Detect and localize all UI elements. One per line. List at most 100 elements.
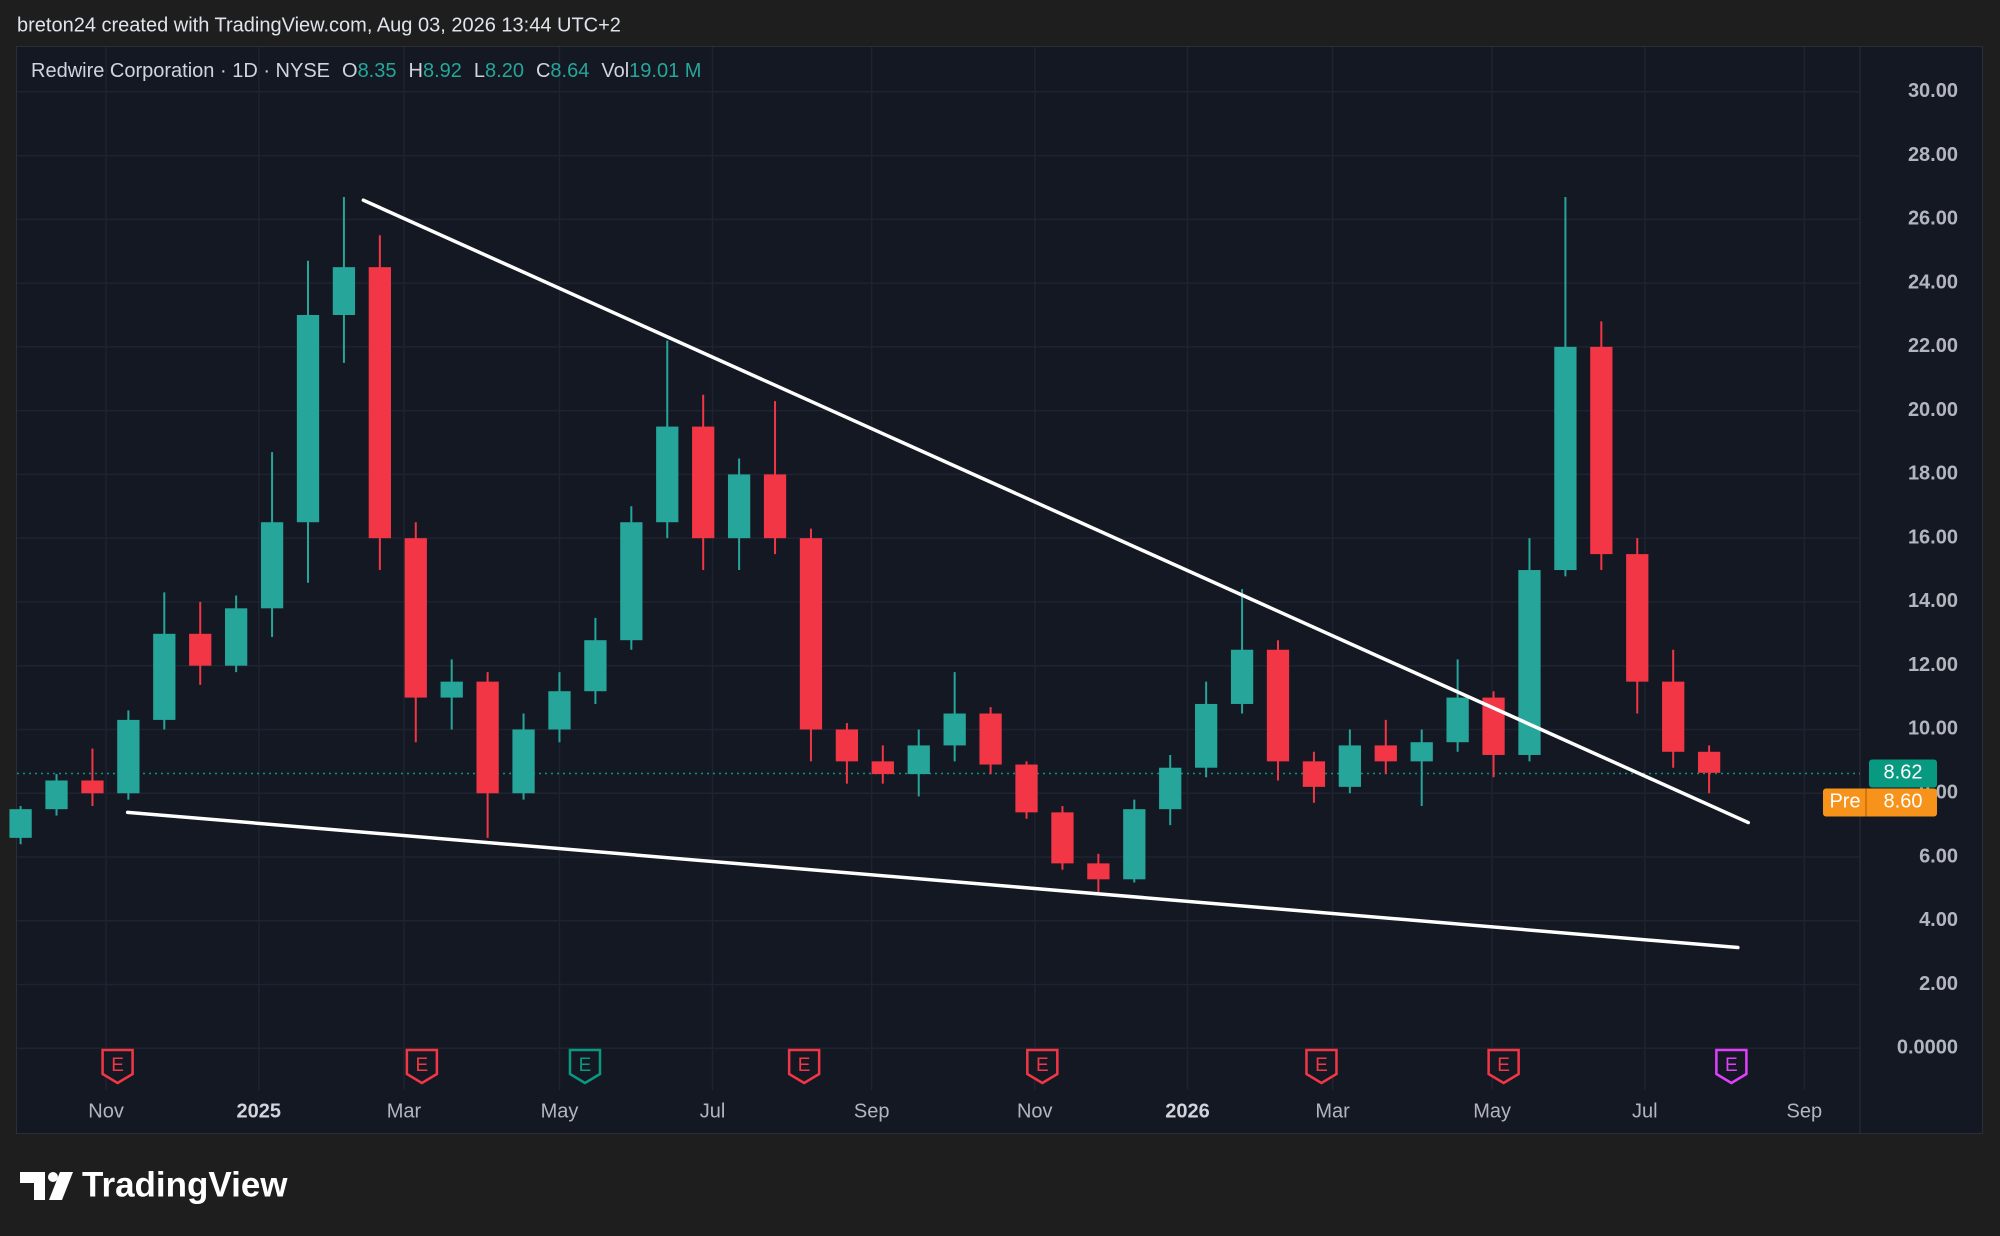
pre-price-box (1823, 788, 1937, 817)
earnings-marker (405, 1048, 439, 1085)
candle-body (225, 608, 248, 666)
candle-body (835, 729, 859, 762)
pre-price-label: 8.60 (1884, 791, 1923, 813)
y-tick-label: 16.00 (1908, 526, 1958, 548)
earnings-label: E (1725, 1055, 1738, 1076)
candle-body (548, 691, 571, 730)
y-tick-label: 26.00 (1908, 208, 1958, 230)
earnings-label: E (416, 1055, 429, 1076)
candle-body (1159, 767, 1182, 810)
y-tick-label: 0.0000 (1897, 1037, 1958, 1059)
earnings-marker (1715, 1048, 1748, 1085)
candle-body (512, 729, 535, 794)
y-tick-label: 22.00 (1908, 335, 1958, 357)
candle-body (1338, 745, 1361, 787)
logo-dot (48, 1172, 58, 1182)
earnings-label: E (798, 1055, 811, 1076)
chart-panel (16, 46, 1983, 1134)
earnings-label: E (1036, 1055, 1049, 1076)
earnings-marker (787, 1048, 821, 1085)
candle-body (1518, 570, 1541, 755)
candle-body (584, 640, 607, 692)
candle-body (1554, 346, 1577, 571)
symbol-header: Redwire Corporation · 1D · NYSE O8.35 H8.9… (31, 60, 701, 82)
y-tick-label: 4.00 (1919, 909, 1958, 931)
x-tick-label: May (541, 1100, 579, 1122)
grid (17, 47, 1860, 1090)
x-tick-label: Sep (854, 1100, 890, 1122)
candle-body (476, 681, 499, 794)
x-tick-label: Jul (1632, 1100, 1658, 1122)
candle-body (1015, 764, 1038, 813)
candle-body (1374, 745, 1397, 762)
x-tick-label: Nov (1017, 1100, 1053, 1122)
earnings-marker (1487, 1048, 1520, 1085)
candle-body (1446, 697, 1469, 743)
last-price-box (1869, 759, 1937, 788)
earnings-marker (1026, 1048, 1059, 1085)
pre-price-tag: Pre (1829, 791, 1860, 813)
candle-body (260, 522, 284, 609)
earnings-label: E (1315, 1055, 1328, 1076)
candle-body (1123, 809, 1146, 880)
candle-body (45, 780, 68, 810)
candle-body (9, 809, 32, 838)
x-tick-label: Mar (1315, 1100, 1350, 1122)
last-price-label: 8.62 (1884, 762, 1923, 784)
ohlc-key: O (342, 60, 358, 82)
earnings-marker (101, 1048, 134, 1085)
candle-body (620, 522, 643, 641)
candle-body (189, 633, 212, 666)
candle-body (332, 267, 356, 315)
x-tick-label: Sep (1787, 1100, 1823, 1122)
y-tick-label: 14.00 (1908, 590, 1958, 612)
candle-body (1266, 649, 1290, 762)
candle-body (907, 745, 930, 775)
brand-name: TradingView (82, 1165, 288, 1204)
y-tick-label: 20.00 (1908, 399, 1958, 421)
candle-body (692, 426, 715, 539)
candle-body (1590, 346, 1613, 555)
y-tick-label: 6.00 (1919, 845, 1958, 867)
candle-body (1051, 812, 1074, 864)
candle-body (1230, 649, 1254, 704)
candle-body (871, 761, 894, 775)
earnings-label: E (579, 1055, 592, 1076)
x-tick-label: 2026 (1165, 1100, 1210, 1122)
candle-body (1626, 554, 1649, 682)
candle-body (153, 633, 176, 720)
y-tick-label: 18.00 (1908, 463, 1958, 485)
candle-body (1697, 751, 1721, 773)
trendline (125, 810, 1740, 950)
ohlc-key: H (409, 60, 423, 82)
candle-body (1195, 703, 1218, 768)
y-tick-label: 10.00 (1908, 718, 1958, 740)
y-tick-label: 12.00 (1908, 654, 1958, 676)
candle-body (368, 267, 391, 539)
ohlc-value: 19.01 M (629, 60, 701, 82)
ohlc-value: 8.20 (485, 60, 524, 82)
ohlc-value: 8.64 (550, 60, 589, 82)
x-tick-label: 2025 (237, 1100, 282, 1122)
ohlc-key: Vol (601, 60, 629, 82)
candle-body (943, 713, 966, 746)
candle-body (1087, 863, 1110, 880)
earnings-label: E (111, 1055, 124, 1076)
axes: 0.00002.004.006.008.0010.0012.0014.0016.… (88, 80, 1958, 1122)
candle-body (1410, 742, 1433, 762)
y-tick-label: 24.00 (1908, 271, 1958, 293)
x-tick-label: Mar (387, 1100, 422, 1122)
logo-seven (20, 1172, 45, 1200)
logo-slash (49, 1172, 73, 1200)
earnings-label: E (1497, 1055, 1510, 1076)
symbol-title: Redwire Corporation · 1D · NYSE (31, 60, 330, 82)
candle-body (727, 474, 751, 539)
ohlc-value: 8.92 (423, 60, 462, 82)
ohlc-key: C (536, 60, 550, 82)
candle-body (763, 474, 787, 539)
earnings-marker (568, 1048, 602, 1085)
candle-body (656, 426, 679, 523)
